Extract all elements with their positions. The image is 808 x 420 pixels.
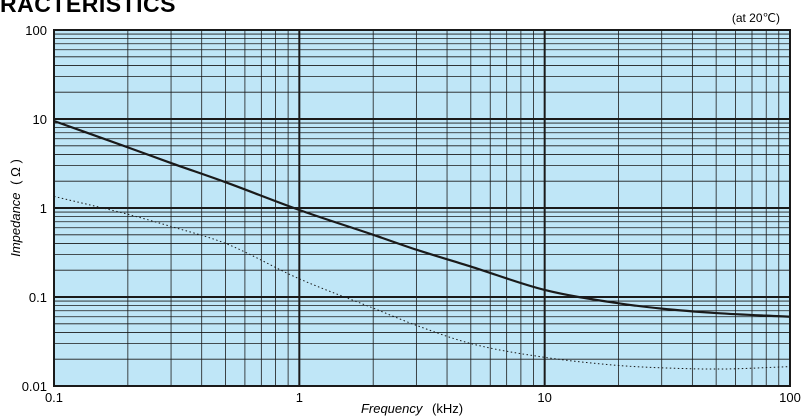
dotted-impedance-curve bbox=[53, 195, 791, 370]
plot-frame bbox=[53, 29, 791, 387]
x-tick-label: 10 bbox=[537, 390, 551, 405]
x-tick-label: 1 bbox=[296, 390, 303, 405]
y-tick-label: 10 bbox=[33, 112, 47, 127]
y-tick-label: 100 bbox=[25, 23, 47, 38]
x-tick-labels: 0.1 1 10 100 bbox=[45, 390, 801, 405]
x-axis-label-name: Frequency bbox=[361, 401, 424, 416]
solid-impedance-curve bbox=[53, 119, 791, 318]
condition-note: (at 20℃) bbox=[731, 11, 780, 25]
y-axis-label-unit: ( Ω ) bbox=[8, 159, 23, 185]
y-tick-label: 0.01 bbox=[22, 379, 47, 394]
y-axis-label-name: Impedance bbox=[8, 192, 23, 256]
y-axis-label: Impedance ( Ω ) bbox=[8, 159, 23, 257]
x-tick-label: 100 bbox=[779, 390, 801, 405]
y-tick-label: 1 bbox=[40, 201, 47, 216]
x-axis-label: Frequency (kHz) bbox=[361, 401, 463, 416]
y-tick-label: 0.1 bbox=[29, 290, 47, 305]
x-tick-label: 0.1 bbox=[45, 390, 63, 405]
y-tick-labels: 0.01 0.1 1 10 100 bbox=[22, 23, 47, 394]
chart-title: RACTERISTICS bbox=[0, 0, 176, 17]
x-axis-label-unit: (kHz) bbox=[432, 401, 463, 416]
series-layer bbox=[53, 119, 791, 370]
